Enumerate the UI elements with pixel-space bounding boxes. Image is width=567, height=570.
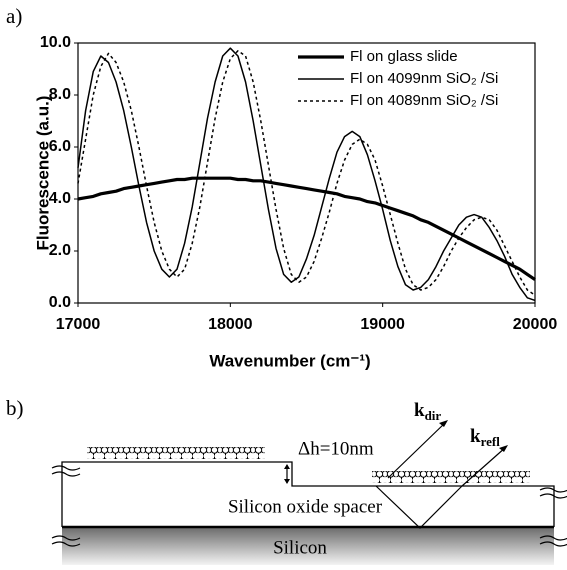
substrate-label: Silicon	[273, 537, 327, 558]
series-line	[77, 50, 536, 296]
break-marks	[51, 465, 567, 547]
panel-label: a)	[6, 4, 22, 28]
step-arrowheads	[284, 464, 290, 484]
k-dir-arrow	[387, 421, 447, 479]
y-tick-label: 2.0	[49, 242, 71, 259]
y-tick-label: 4.0	[49, 190, 71, 207]
k-dir-label: kdir	[414, 400, 441, 423]
symbol: k	[470, 426, 481, 447]
subscript: refl	[481, 434, 501, 449]
diagram: Δh=10nm kdir krefl Silicon oxide spacer …	[51, 400, 567, 565]
y-tick-label: 8.0	[49, 86, 71, 103]
y-tick-label: 10.0	[40, 34, 71, 51]
y-tick-label: 6.0	[49, 138, 71, 155]
y-tick-label: 0.0	[49, 294, 71, 311]
ray-path	[375, 485, 463, 529]
symbol: k	[414, 400, 425, 421]
silicon-layer	[62, 527, 554, 565]
molecule-layer	[372, 471, 530, 483]
series-line	[77, 176, 536, 281]
panel-label: b)	[6, 396, 24, 420]
legend-label: Fl on 4089nm SiO₂ /Si	[350, 92, 498, 109]
arrowhead	[439, 420, 448, 427]
subscript: dir	[425, 408, 442, 423]
x-tick-label: 19000	[360, 316, 405, 333]
x-tick-label: 17000	[56, 316, 101, 333]
spacer-label: Silicon oxide spacer	[228, 496, 383, 517]
x-tick-label: 20000	[513, 316, 558, 333]
arrowhead	[499, 445, 508, 452]
series-line	[77, 47, 536, 302]
k-refl-label: krefl	[470, 426, 500, 449]
legend-label: Fl on glass slide	[350, 48, 458, 65]
plot-frame	[77, 42, 536, 304]
x-tick-label: 18000	[208, 316, 253, 333]
y-axis-title: Fluorescence (a.u.)	[33, 96, 52, 251]
x-axis-title: Wavenumber (cm⁻¹)	[209, 351, 370, 370]
k-refl-arrow	[461, 446, 507, 487]
chart: Wavenumber (cm⁻¹) Fluorescence (a.u.) 0.…	[33, 34, 557, 370]
legend-label: Fl on 4099nm SiO₂ /Si	[350, 70, 498, 87]
step-label: Δh=10nm	[298, 438, 374, 459]
molecule-layer	[87, 447, 265, 459]
